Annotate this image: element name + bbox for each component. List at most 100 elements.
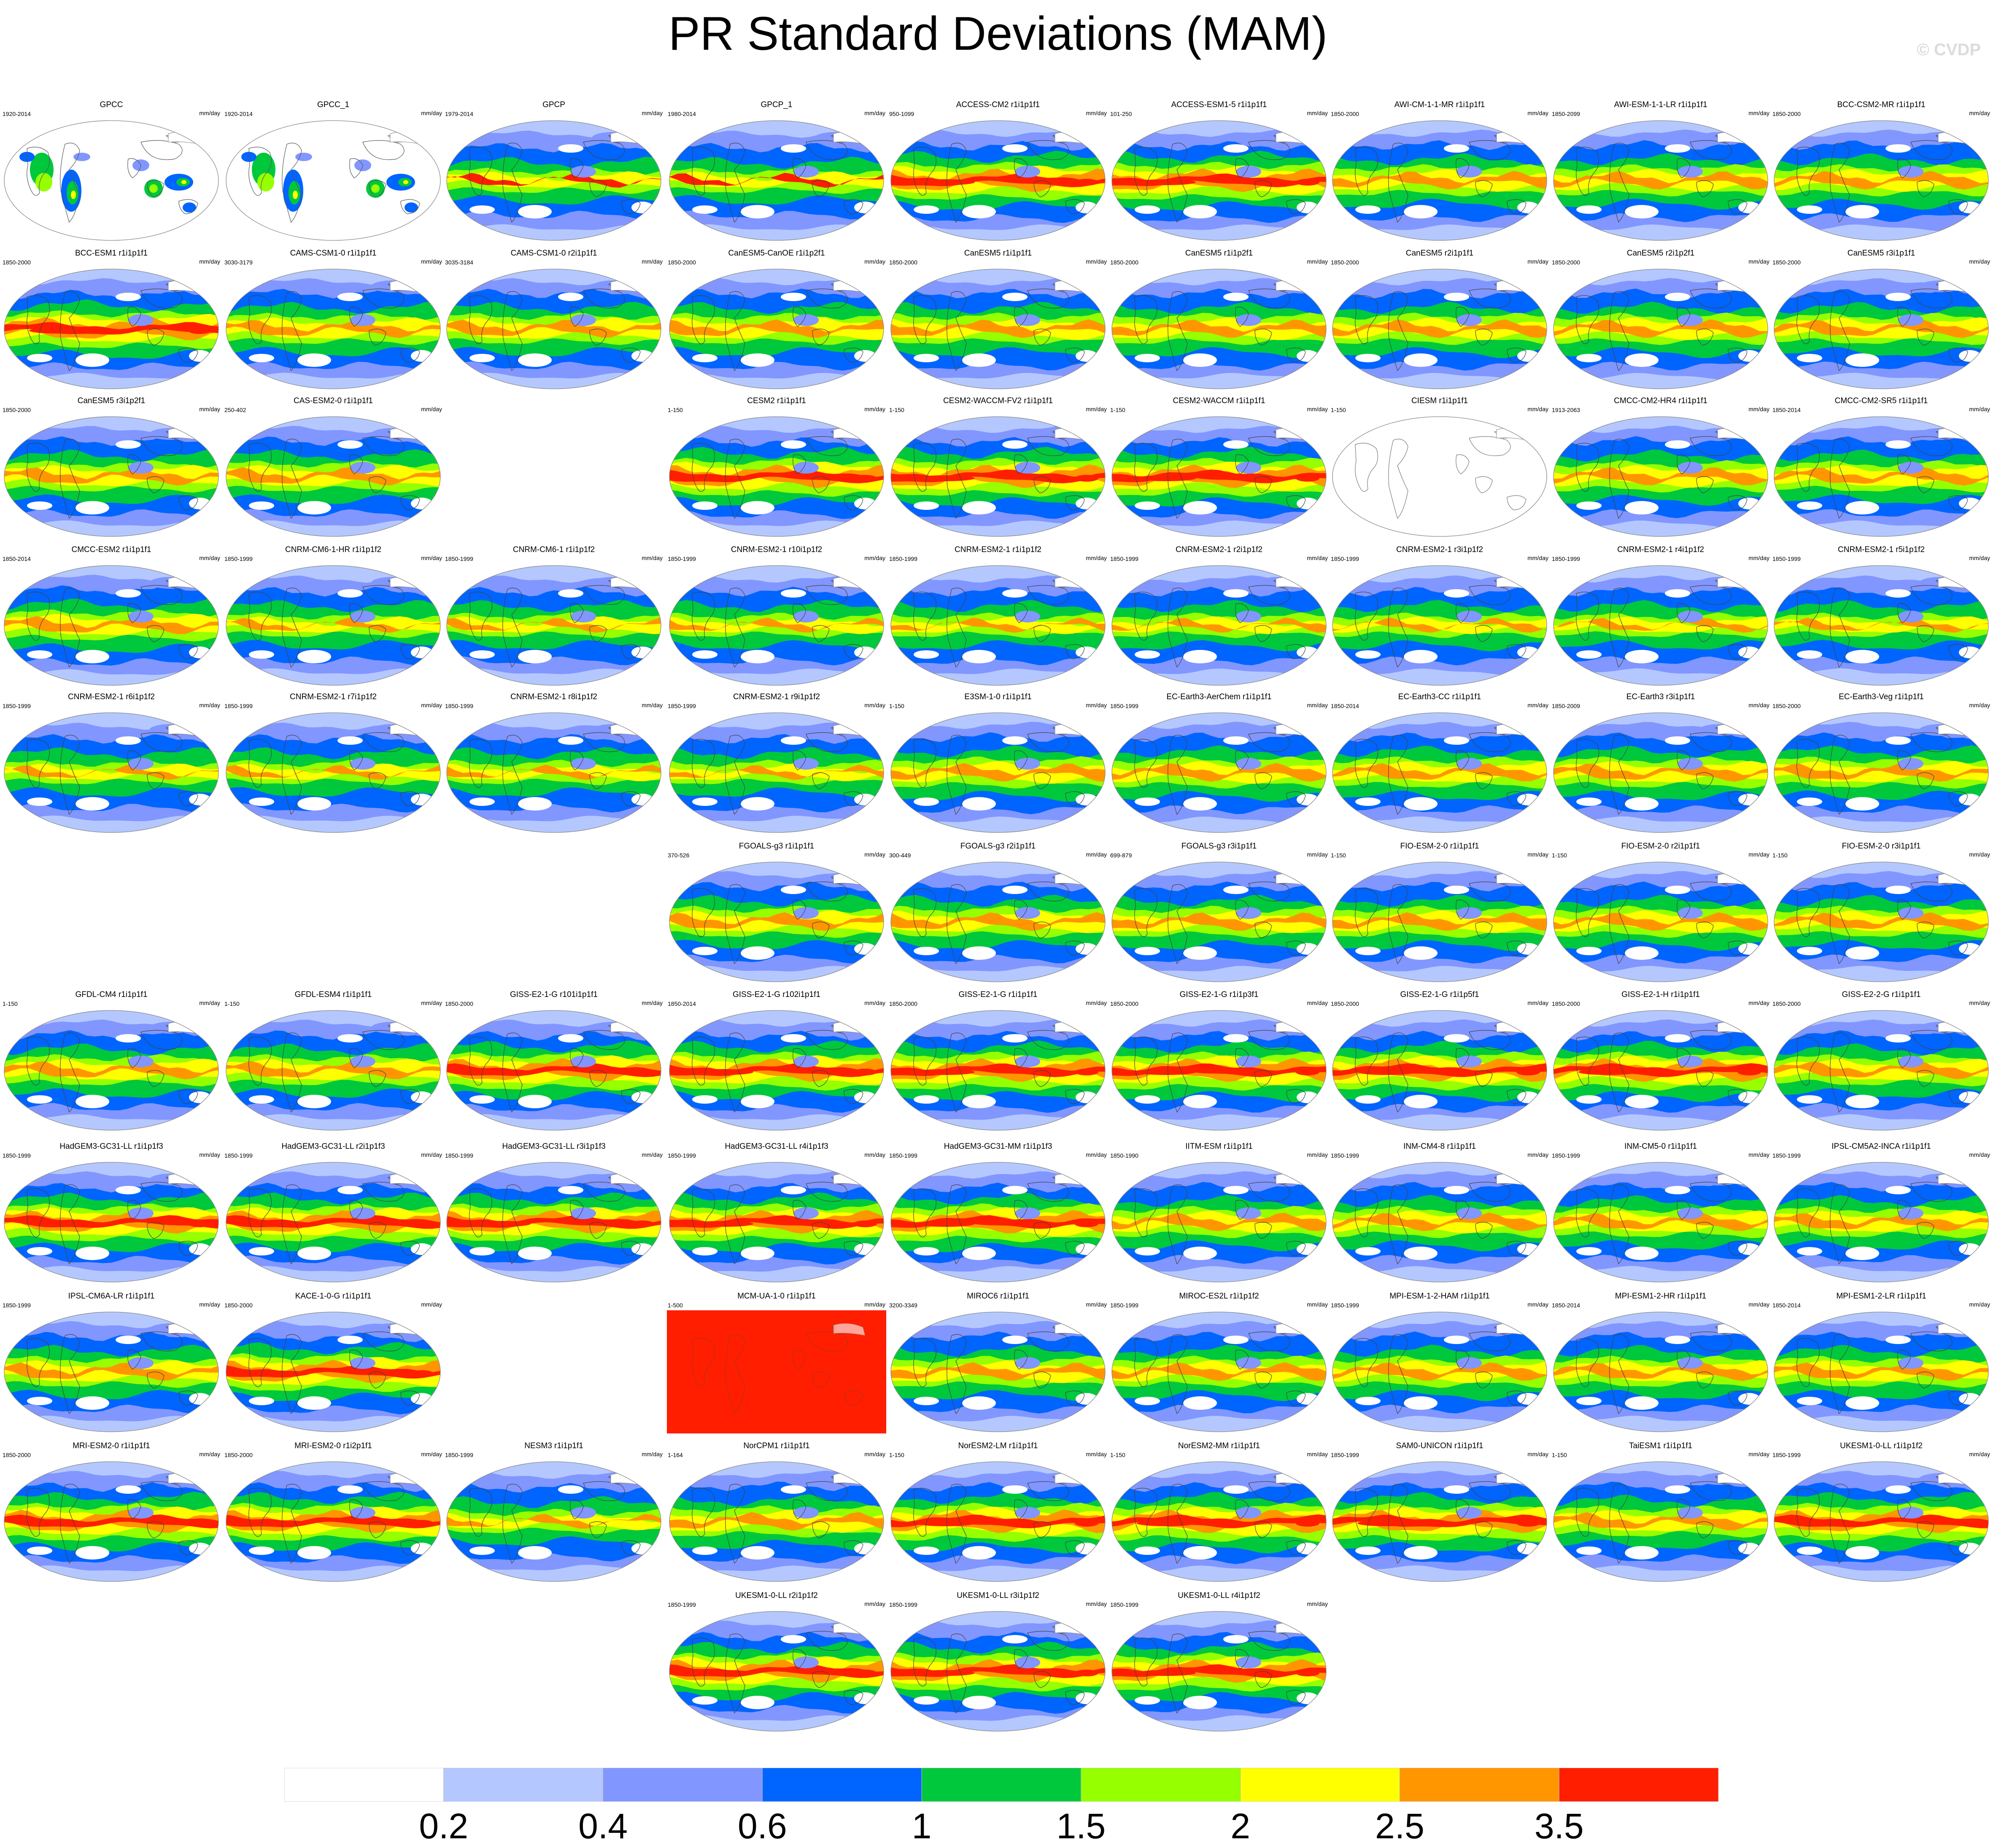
panel-units: mm/day (1527, 999, 1548, 1006)
panel-title: IPSL-CM6A-LR r1i1p1f1 (68, 1292, 155, 1301)
panel-map (4, 1312, 219, 1432)
panel-map (1111, 1312, 1327, 1432)
panel-years: 1850-2000 (1110, 259, 1138, 266)
map-field (891, 121, 1105, 240)
map-outline (226, 712, 441, 833)
map-field (447, 1162, 661, 1282)
map-outline (446, 1461, 661, 1582)
panel-units: mm/day (199, 702, 220, 708)
panel-title: KACE-1-0-G r1i1p1f1 (295, 1292, 372, 1301)
map-panel: HadGEM3-GC31-LL r3i1p1f3 1850-1999 mm/day (444, 1142, 664, 1284)
map-field (226, 566, 440, 685)
panel-years: 699-879 (1110, 852, 1132, 859)
map-panel: BCC-CSM2-MR r1i1p1f1 1850-2000 mm/day (1772, 100, 1991, 242)
panel-map (446, 120, 661, 241)
map-outline (1111, 1312, 1327, 1432)
panel-units: mm/day (1086, 258, 1107, 265)
panel-years: 1850-1999 (445, 1152, 473, 1159)
panel-title: EC-Earth3 r3i1p1f1 (1626, 692, 1695, 701)
map-outline (4, 120, 219, 241)
map-field (891, 269, 1105, 389)
map-outline (1332, 269, 1547, 389)
panel-title: FGOALS-g3 r3i1p1f1 (1181, 842, 1257, 851)
map-panel: CNRM-ESM2-1 r7i1p1f2 1850-1999 mm/day (224, 692, 443, 834)
panel-title: GISS-E2-1-G r1i1p3f1 (1179, 990, 1259, 999)
panel-title: GISS-E2-1-G r1i1p1f1 (958, 990, 1038, 999)
panel-title: GISS-E2-1-G r101i1p1f1 (510, 990, 598, 999)
colorbar-tick-label: 2.5 (1375, 1806, 1424, 1846)
panel-title: NorCPM1 r1i1p1f1 (743, 1441, 810, 1450)
panel-title: FIO-ESM-2-0 r1i1p1f1 (1400, 842, 1479, 851)
map-panel: CESM2-WACCM-FV2 r1i1p1f1 1-150 mm/day (888, 396, 1108, 538)
panel-years: 370-526 (668, 852, 690, 859)
panel-map (1553, 712, 1768, 833)
panel-map (1774, 862, 1989, 982)
panel-years: 1850-2014 (1552, 1302, 1580, 1309)
map-panel: CanESM5 r1i1p1f1 1850-2000 mm/day (888, 249, 1108, 391)
panel-years: 1-150 (1110, 407, 1125, 413)
panel-map (669, 862, 884, 982)
map-outline (1553, 1162, 1768, 1282)
panel-map (1332, 862, 1547, 982)
panel-units: mm/day (421, 1451, 442, 1457)
map-outline (1332, 565, 1547, 686)
panel-units: mm/day (1307, 1301, 1328, 1308)
panel-units: mm/day (1969, 1451, 1990, 1457)
panel-years: 1850-1990 (1110, 1152, 1138, 1159)
map-panel: CAS-ESM2-0 r1i1p1f1 250-402 mm/day (224, 396, 443, 538)
panel-units: mm/day (864, 555, 885, 561)
map-field (669, 1162, 884, 1282)
map-field (891, 1611, 1105, 1731)
map-field (4, 1010, 218, 1130)
map-panel: HadGEM3-GC31-LL r2i1p1f3 1850-1999 mm/day (224, 1142, 443, 1284)
map-outline (446, 120, 661, 241)
map-outline (1332, 416, 1547, 537)
panel-title: GISS-E2-1-G r102i1p1f1 (732, 990, 821, 999)
map-outline (1553, 712, 1768, 833)
map-outline (1553, 1461, 1768, 1582)
panel-units: mm/day (421, 406, 442, 412)
colorbar-box (762, 1768, 922, 1802)
map-field (226, 121, 440, 240)
panel-map (1553, 1162, 1768, 1282)
map-outline (1111, 269, 1327, 389)
panel-units: mm/day (642, 555, 663, 561)
map-panel: MCM-UA-1-0 r1i1p1f1 1-500 mm/day (667, 1292, 886, 1433)
map-panel: ACCESS-ESM1-5 r1i1p1f1 101-250 mm/day (1109, 100, 1329, 242)
panel-title: CESM2 r1i1p1f1 (747, 396, 806, 405)
panel-years: 1980-2014 (668, 110, 696, 117)
panel-units: mm/day (864, 406, 885, 412)
map-field (1332, 269, 1547, 389)
panel-map (669, 565, 884, 686)
panel-years: 1-150 (668, 407, 683, 413)
map-field (1112, 1010, 1326, 1130)
panel-years: 1850-1999 (668, 703, 696, 709)
panel-units: mm/day (864, 110, 885, 116)
panel-units: mm/day (864, 1151, 885, 1158)
map-panel: CanESM5-CanOE r1i1p2f1 1850-2000 mm/day (667, 249, 886, 391)
panel-years: 1850-1999 (3, 1152, 31, 1159)
panel-map (1332, 1010, 1547, 1131)
map-outline (1774, 1461, 1989, 1582)
map-panel: FGOALS-g3 r3i1p1f1 699-879 mm/day (1109, 842, 1329, 983)
panel-title: CanESM5 r1i1p1f1 (964, 249, 1032, 258)
panel-units: mm/day (199, 1301, 220, 1308)
panel-units: mm/day (1969, 1151, 1990, 1158)
panel-map (4, 416, 219, 537)
map-field (1332, 121, 1547, 240)
panel-units: mm/day (1527, 1301, 1548, 1308)
map-panel: CanESM5 r1i1p2f1 1850-2000 mm/day (1109, 249, 1329, 391)
panel-years: 101-250 (1110, 110, 1132, 117)
map-outline (1332, 1162, 1547, 1282)
panel-years: 1-150 (1552, 852, 1567, 859)
map-panel: GPCC_1 1920-2014 mm/day (224, 100, 443, 242)
map-outline (669, 269, 884, 389)
panel-units: mm/day (1748, 1301, 1769, 1308)
map-field (226, 713, 440, 832)
panel-units: mm/day (1969, 110, 1990, 116)
panel-title: IPSL-CM5A2-INCA r1i1p1f1 (1831, 1142, 1931, 1151)
panel-map (669, 1162, 884, 1282)
map-outline (1553, 862, 1768, 982)
panel-map (446, 565, 661, 686)
map-panel: TaiESM1 r1i1p1f1 1-150 mm/day (1551, 1441, 1770, 1583)
